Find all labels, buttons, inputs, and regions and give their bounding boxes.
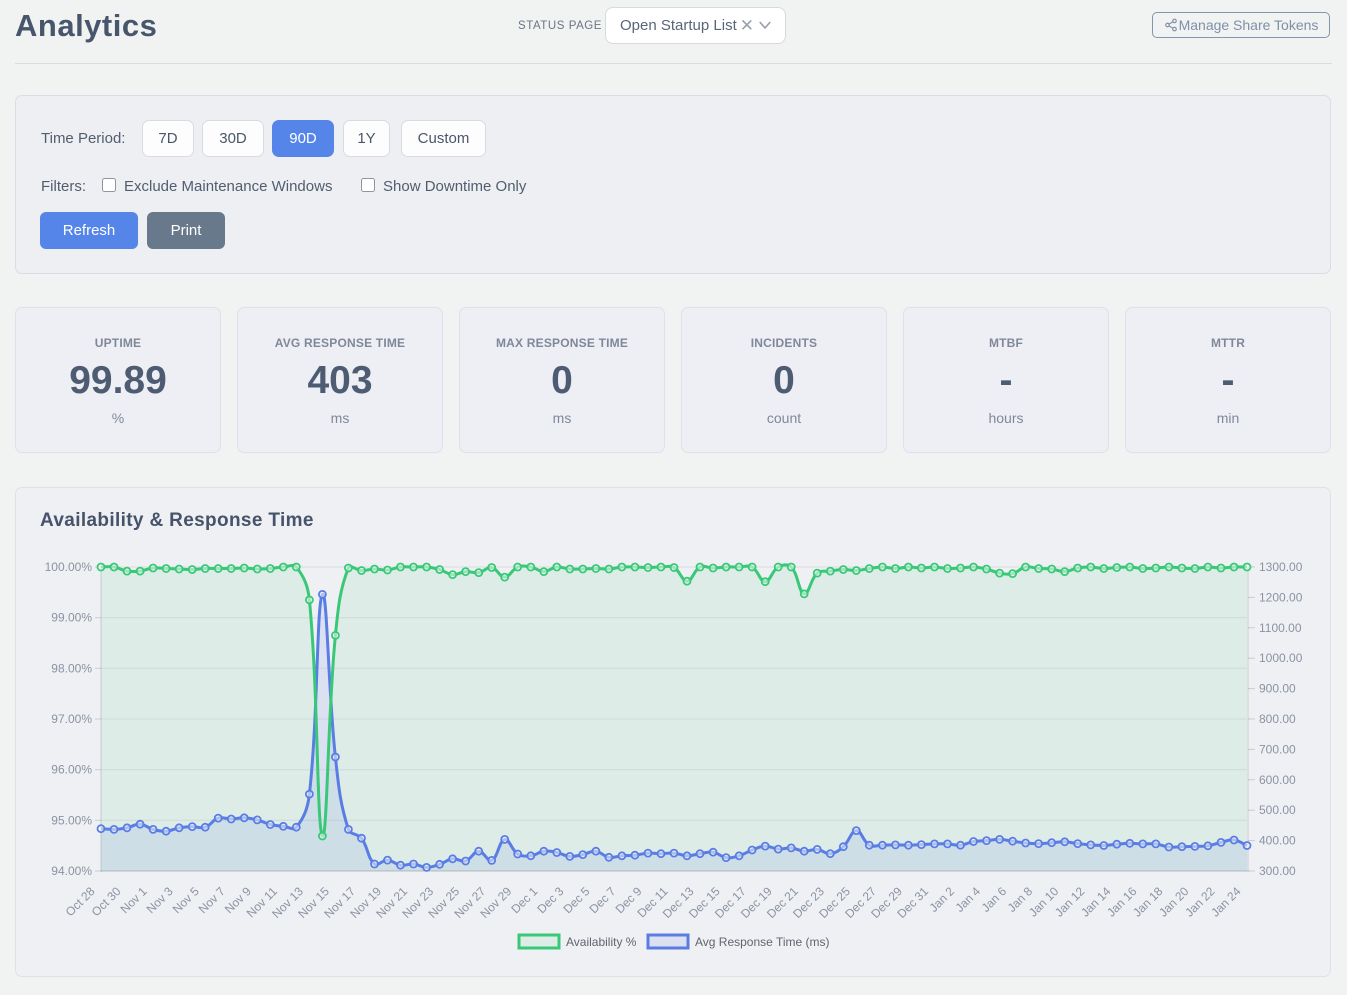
svg-text:Dec 7: Dec 7 — [586, 884, 618, 916]
svg-text:Dec 3: Dec 3 — [534, 884, 566, 916]
svg-text:Jan 6: Jan 6 — [979, 884, 1010, 915]
svg-text:1000.00: 1000.00 — [1259, 651, 1303, 665]
svg-text:Avg Response Time (ms): Avg Response Time (ms) — [695, 935, 830, 949]
svg-text:Jan 24: Jan 24 — [1208, 884, 1244, 920]
svg-text:Nov 1: Nov 1 — [118, 884, 150, 916]
svg-text:300.00: 300.00 — [1259, 864, 1296, 878]
svg-text:100.00%: 100.00% — [45, 560, 93, 574]
svg-text:Jan 2: Jan 2 — [926, 884, 957, 915]
svg-text:Dec 1: Dec 1 — [508, 884, 540, 916]
svg-text:400.00: 400.00 — [1259, 834, 1296, 848]
svg-text:500.00: 500.00 — [1259, 803, 1296, 817]
svg-text:97.00%: 97.00% — [51, 712, 92, 726]
svg-text:Nov 7: Nov 7 — [196, 884, 228, 916]
svg-text:Nov 5: Nov 5 — [170, 884, 202, 916]
svg-text:Availability %: Availability % — [566, 935, 637, 949]
svg-text:700.00: 700.00 — [1259, 742, 1296, 756]
svg-text:Nov 3: Nov 3 — [144, 884, 176, 916]
svg-text:900.00: 900.00 — [1259, 682, 1296, 696]
svg-text:Jan 4: Jan 4 — [952, 884, 983, 915]
svg-text:800.00: 800.00 — [1259, 712, 1296, 726]
svg-text:1100.00: 1100.00 — [1259, 621, 1302, 635]
svg-text:1200.00: 1200.00 — [1259, 590, 1303, 604]
svg-text:600.00: 600.00 — [1259, 773, 1296, 787]
svg-text:96.00%: 96.00% — [51, 763, 92, 777]
svg-text:Oct 30: Oct 30 — [89, 884, 124, 919]
svg-text:1300.00: 1300.00 — [1259, 560, 1303, 574]
svg-text:98.00%: 98.00% — [51, 661, 92, 675]
svg-text:99.00%: 99.00% — [51, 611, 92, 625]
svg-text:Dec 5: Dec 5 — [560, 884, 592, 916]
svg-text:95.00%: 95.00% — [51, 813, 92, 827]
svg-text:94.00%: 94.00% — [51, 864, 92, 878]
